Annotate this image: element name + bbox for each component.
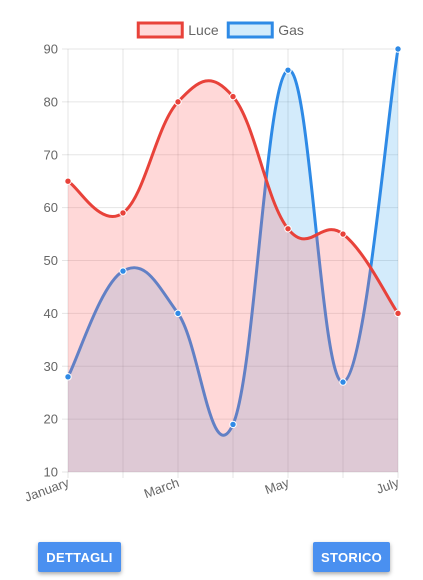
luce-data-point — [284, 225, 292, 233]
gas-data-point — [394, 45, 402, 53]
gas-series-line — [66, 48, 400, 437]
y-tick-label: 70 — [44, 147, 58, 162]
luce-area — [68, 80, 398, 472]
y-tick-label: 50 — [44, 253, 58, 268]
gas-data-point — [229, 420, 237, 429]
legend-swatch-luce — [136, 21, 184, 39]
luce-data-point — [339, 230, 347, 238]
y-tick-label: 90 — [44, 42, 58, 57]
gas-data-point — [339, 378, 347, 386]
history-button[interactable]: STORICO — [313, 542, 390, 572]
luce-data-point — [394, 309, 402, 318]
gas-data-point — [119, 267, 127, 275]
legend-label-gas: Gas — [278, 22, 304, 38]
x-tick-label: March — [142, 475, 181, 501]
y-tick-label: 30 — [44, 359, 58, 374]
gas-area — [68, 49, 398, 472]
y-tick-label: 60 — [44, 200, 58, 215]
x-tick-label: May — [263, 475, 292, 498]
luce-data-point — [64, 177, 72, 185]
luce-data-point — [119, 209, 127, 217]
luce-data-point — [229, 92, 237, 101]
gas-data-point — [174, 309, 182, 318]
gas-data-point — [64, 373, 72, 381]
chart-container: 10 20 30 40 50 60 70 80 90 January March May July Luc… — [22, 21, 402, 505]
legend-swatch-gas — [226, 21, 274, 39]
legend-label-luce: Luce — [188, 22, 219, 38]
x-tick-label: July — [374, 475, 401, 497]
y-tick-label: 40 — [44, 306, 58, 321]
y-tick-label: 10 — [44, 465, 58, 480]
gas-data-point — [284, 66, 292, 74]
luce-data-point — [174, 98, 182, 106]
details-button[interactable]: DETTAGLI — [38, 542, 121, 572]
y-tick-label: 80 — [44, 94, 58, 109]
y-tick-label: 20 — [44, 412, 58, 427]
